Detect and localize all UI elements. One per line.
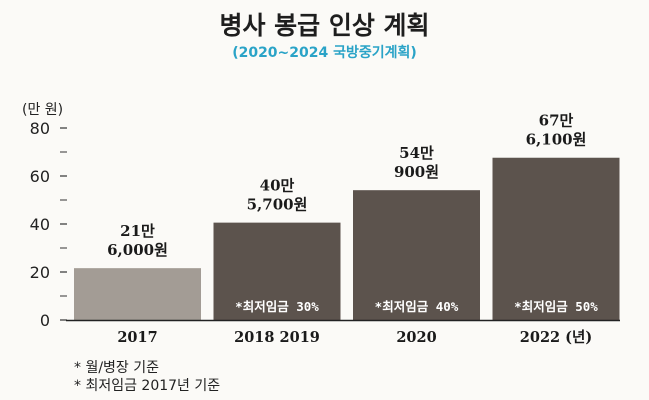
footnote-2: * 최저임금 2017년 기준 bbox=[74, 378, 221, 394]
bar-value-label: 54만 bbox=[399, 144, 434, 162]
bar bbox=[213, 222, 341, 320]
y-tick-label: 40 bbox=[30, 215, 50, 234]
bar-value-label: 5,700원 bbox=[247, 196, 308, 214]
y-tick-label: 0 bbox=[40, 311, 50, 330]
bar-value-label: 21만 bbox=[120, 222, 155, 240]
bar bbox=[492, 157, 620, 320]
bar-inner-label: *최저임금 30% bbox=[235, 299, 319, 314]
x-category-label: 2020 bbox=[396, 329, 436, 346]
bar-value-label: 6,100원 bbox=[526, 131, 587, 149]
bar-value-label: 900원 bbox=[394, 163, 439, 181]
bar-inner-label: *최저임금 40% bbox=[375, 299, 459, 314]
y-axis-unit-label: (만 원) bbox=[22, 102, 64, 118]
bar-inner-label: *최저임금 50% bbox=[514, 299, 598, 314]
y-tick-label: 60 bbox=[30, 167, 50, 186]
y-tick-label: 80 bbox=[30, 119, 50, 138]
chart-subtitle: (2020~2024 국방중기계획) bbox=[232, 45, 417, 61]
bar bbox=[74, 268, 201, 320]
bar-value-label: 67만 bbox=[539, 112, 574, 130]
footnote-1: * 월/병장 기준 bbox=[74, 360, 160, 376]
y-tick-label: 20 bbox=[30, 263, 50, 282]
chart-title: 병사 봉급 인상 계획 bbox=[219, 11, 430, 40]
bar bbox=[353, 190, 480, 320]
x-category-label: 2022 (년) bbox=[520, 329, 592, 346]
x-category-label: 2018 2019 bbox=[234, 329, 320, 346]
x-category-label: 2017 bbox=[117, 329, 157, 346]
bar-value-label: 6,000원 bbox=[107, 241, 168, 259]
bar-value-label: 40만 bbox=[260, 177, 295, 195]
